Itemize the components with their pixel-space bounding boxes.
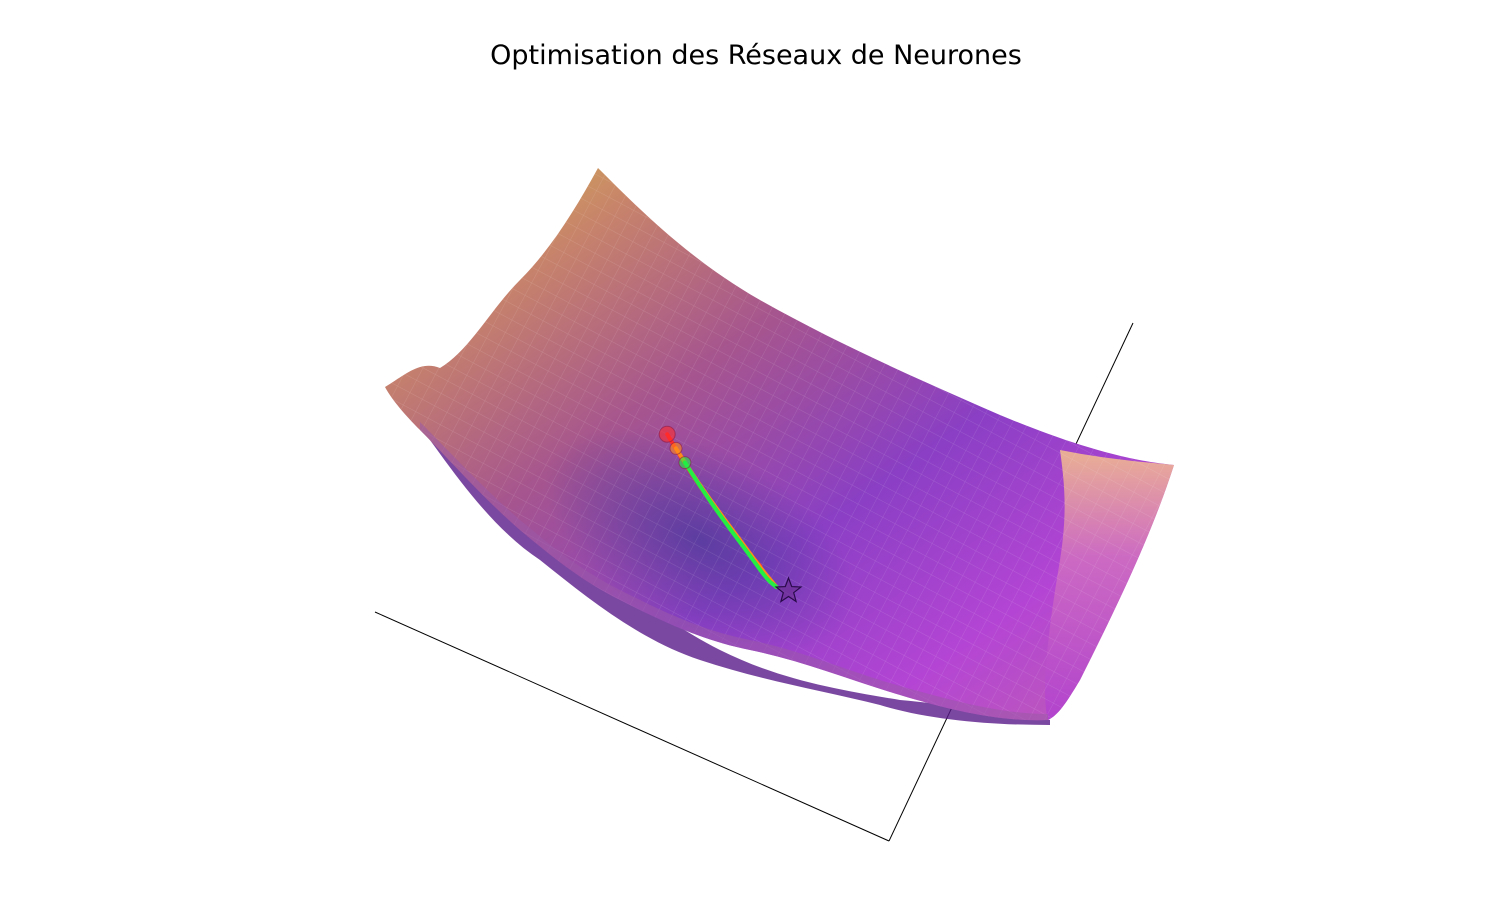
chart-title: Optimisation des Réseaux de Neurones [490, 40, 1022, 71]
axis-line-x [374, 611, 890, 842]
trajectory-start-point-1 [658, 425, 676, 443]
trajectories [658, 425, 803, 603]
loss-surface [385, 168, 1174, 725]
trajectory-start-point-2 [669, 441, 683, 455]
minimum-star-marker [774, 576, 803, 603]
trajectory-line-3 [682, 460, 779, 589]
trajectory-start-point-3 [678, 456, 692, 470]
surface-mesh [385, 168, 1174, 721]
surface-underside [400, 395, 1050, 725]
